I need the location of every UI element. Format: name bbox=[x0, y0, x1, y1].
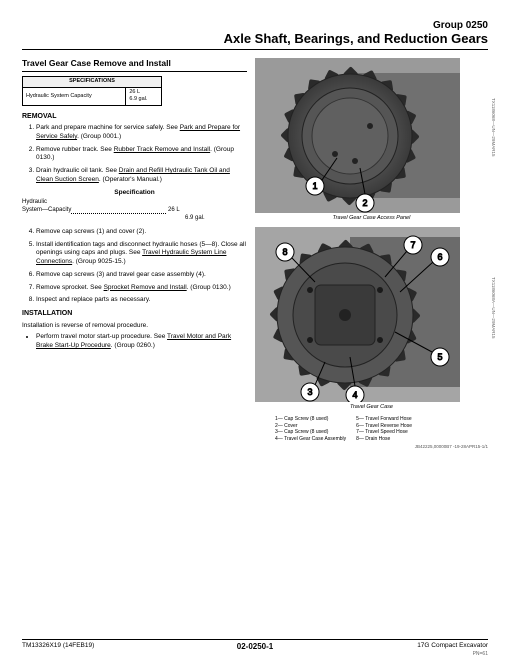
removal-steps-2: Remove cap screws (1) and cover (2). Ins… bbox=[22, 228, 247, 305]
spec-table-header: SPECIFICATIONS bbox=[23, 77, 162, 87]
doc-reference: JB42225,00000B7 -19-28APR15-1/1 bbox=[255, 444, 488, 449]
step: Remove cap screws (1) and cover (2). bbox=[36, 228, 247, 237]
step: Drain hydraulic oil tank. See Drain and … bbox=[36, 167, 247, 185]
svg-text:7: 7 bbox=[410, 240, 415, 250]
page-number: PN=61 bbox=[473, 651, 488, 657]
bullet: Perform travel motor start-up procedure.… bbox=[36, 333, 247, 351]
svg-text:6: 6 bbox=[437, 252, 442, 262]
group-label: Group 0250 bbox=[22, 20, 488, 31]
installation-text: Installation is reverse of removal proce… bbox=[22, 322, 247, 331]
svg-text:3: 3 bbox=[307, 387, 312, 397]
step: Install identification tags and disconne… bbox=[36, 241, 247, 267]
footer-left: TM13326X19 (14FEB19) bbox=[22, 642, 94, 649]
page-header: Group 0250 Axle Shaft, Bearings, and Red… bbox=[22, 20, 488, 50]
step: Inspect and replace parts as necessary. bbox=[36, 296, 247, 305]
figure-1: TX1186068—UN—29MAR15 1 2 Travel Gear Cas… bbox=[255, 58, 488, 221]
page-title: Axle Shaft, Bearings, and Reduction Gear… bbox=[22, 31, 488, 46]
step: Remove cap screws (3) and travel gear ca… bbox=[36, 271, 247, 280]
figure-2-caption: Travel Gear Case bbox=[255, 404, 488, 410]
spec-table: SPECIFICATIONS Hydraulic System Capacity… bbox=[22, 76, 162, 105]
inline-spec: Specification Hydraulic System—Capacity … bbox=[22, 189, 247, 222]
step: Remove rubber track. See Rubber Track Re… bbox=[36, 146, 247, 164]
spec-label: Hydraulic System Capacity bbox=[23, 87, 126, 105]
svg-text:5: 5 bbox=[437, 352, 442, 362]
section-title: Travel Gear Case Remove and Install bbox=[22, 58, 247, 72]
svg-text:4: 4 bbox=[352, 390, 357, 400]
legend: 1— Cap Screw (8 used) 2— Cover 3— Cap Sc… bbox=[255, 416, 488, 442]
footer-center: 02-0250-1 bbox=[237, 642, 273, 651]
installation-heading: INSTALLATION bbox=[22, 309, 247, 318]
svg-text:1: 1 bbox=[312, 181, 317, 191]
removal-heading: REMOVAL bbox=[22, 112, 247, 121]
svg-text:8: 8 bbox=[282, 247, 287, 257]
figure-1-caption: Travel Gear Case Access Panel bbox=[255, 215, 488, 221]
removal-steps: Park and prepare machine for service saf… bbox=[22, 124, 247, 185]
installation-bullets: Perform travel motor start-up procedure.… bbox=[22, 333, 247, 351]
figure-2: TX1186068A—UN—29MAR15 8 7 6 5 3 4 Travel… bbox=[255, 227, 488, 410]
step: Remove sprocket. See Sprocket Remove and… bbox=[36, 284, 247, 293]
step: Park and prepare machine for service saf… bbox=[36, 124, 247, 142]
svg-text:2: 2 bbox=[362, 198, 367, 208]
page-footer: TM13326X19 (14FEB19) 02-0250-1 17G Compa… bbox=[22, 639, 488, 649]
footer-right: 17G Compact Excavator bbox=[417, 642, 488, 649]
